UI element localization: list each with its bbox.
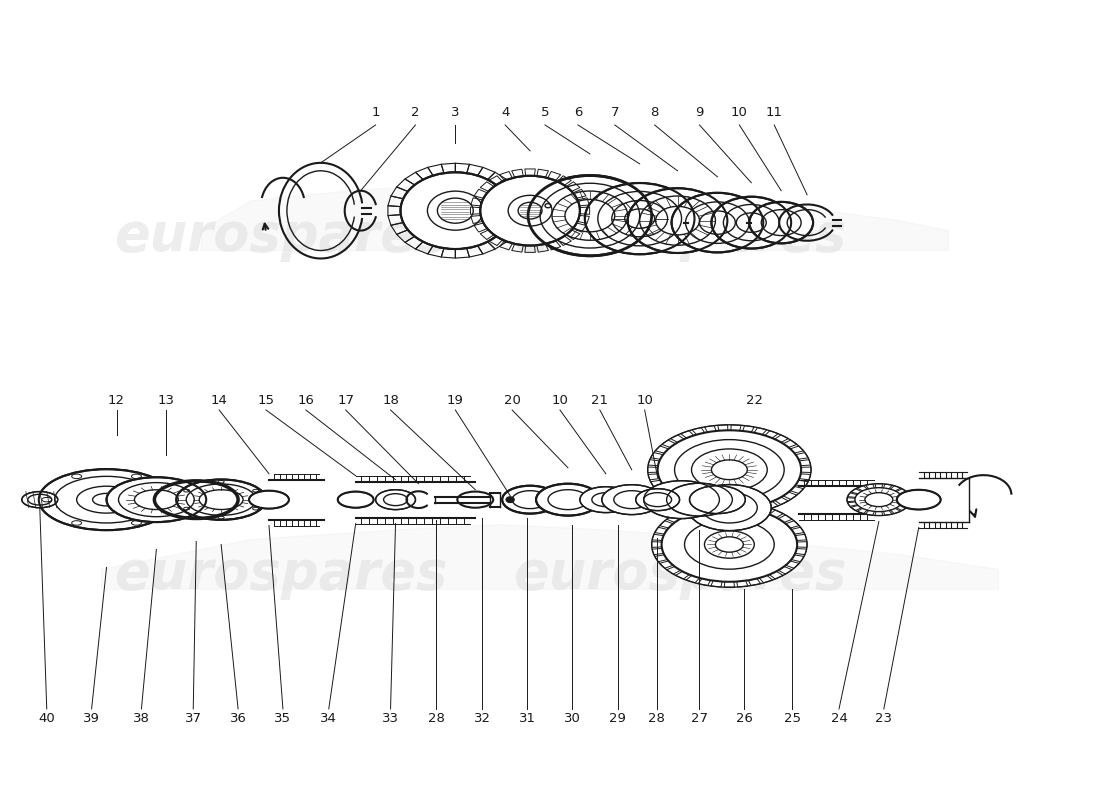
Text: 28: 28 (648, 712, 666, 726)
Text: 24: 24 (830, 712, 847, 726)
Polygon shape (101, 525, 999, 590)
Ellipse shape (667, 483, 733, 516)
Text: 36: 36 (230, 712, 246, 726)
Text: 10: 10 (730, 106, 748, 119)
Ellipse shape (644, 481, 719, 518)
Text: 34: 34 (320, 712, 338, 726)
Text: 29: 29 (609, 712, 626, 726)
Ellipse shape (749, 202, 813, 243)
Text: 10: 10 (636, 394, 653, 406)
Text: 8: 8 (650, 106, 659, 119)
Ellipse shape (585, 183, 694, 254)
Text: 38: 38 (133, 712, 150, 726)
Polygon shape (201, 186, 948, 250)
Text: 5: 5 (541, 106, 549, 119)
Text: 15: 15 (257, 394, 275, 406)
Text: 33: 33 (382, 712, 399, 726)
Text: 3: 3 (451, 106, 460, 119)
Text: eurospares: eurospares (513, 210, 846, 262)
Ellipse shape (249, 490, 289, 509)
Text: eurospares: eurospares (114, 210, 448, 262)
Text: 35: 35 (274, 712, 292, 726)
Ellipse shape (602, 485, 661, 514)
Ellipse shape (107, 478, 206, 522)
Text: 26: 26 (736, 712, 752, 726)
Text: 39: 39 (84, 712, 100, 726)
Ellipse shape (528, 175, 651, 256)
Text: 18: 18 (382, 394, 399, 406)
Text: 1: 1 (372, 106, 379, 119)
Text: 23: 23 (876, 712, 892, 726)
Ellipse shape (690, 486, 746, 514)
Text: 13: 13 (157, 394, 175, 406)
Ellipse shape (628, 188, 727, 253)
Text: 12: 12 (108, 394, 125, 406)
Text: eurospares: eurospares (513, 548, 846, 600)
Text: 37: 37 (185, 712, 201, 726)
Text: 31: 31 (518, 712, 536, 726)
Text: 16: 16 (297, 394, 315, 406)
Ellipse shape (896, 490, 940, 510)
Ellipse shape (481, 176, 580, 246)
Ellipse shape (375, 490, 416, 510)
Ellipse shape (688, 485, 771, 530)
Ellipse shape (651, 502, 807, 587)
Ellipse shape (712, 197, 791, 249)
Text: 21: 21 (592, 394, 608, 406)
Text: 10: 10 (551, 394, 569, 406)
Text: 6: 6 (574, 106, 582, 119)
Ellipse shape (176, 479, 266, 520)
Text: 27: 27 (691, 712, 708, 726)
Text: 4: 4 (500, 106, 509, 119)
Text: 7: 7 (610, 106, 619, 119)
Ellipse shape (536, 484, 600, 515)
Text: 20: 20 (504, 394, 520, 406)
Ellipse shape (648, 425, 811, 514)
Ellipse shape (22, 491, 57, 508)
Ellipse shape (338, 491, 374, 508)
Ellipse shape (847, 484, 911, 515)
Text: 22: 22 (746, 394, 762, 406)
Text: 30: 30 (563, 712, 581, 726)
Ellipse shape (39, 469, 174, 530)
Text: 2: 2 (411, 106, 420, 119)
Text: eurospares: eurospares (114, 548, 448, 600)
Ellipse shape (580, 486, 631, 513)
Text: 32: 32 (474, 712, 491, 726)
Text: 28: 28 (428, 712, 444, 726)
Text: 9: 9 (695, 106, 704, 119)
Ellipse shape (506, 497, 514, 502)
Ellipse shape (636, 489, 680, 510)
Text: 19: 19 (447, 394, 464, 406)
Text: 11: 11 (766, 106, 783, 119)
Ellipse shape (400, 172, 510, 249)
Ellipse shape (672, 193, 763, 253)
Text: 17: 17 (338, 394, 354, 406)
Text: 40: 40 (39, 712, 55, 726)
Ellipse shape (503, 486, 558, 514)
Text: 25: 25 (783, 712, 801, 726)
Text: 14: 14 (211, 394, 228, 406)
